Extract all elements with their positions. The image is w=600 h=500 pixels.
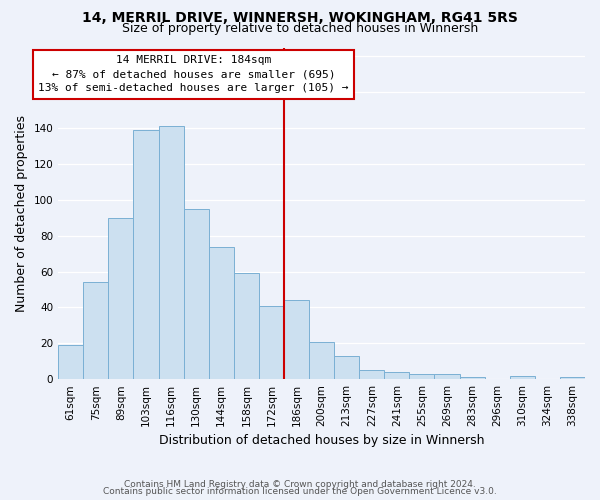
Text: Contains HM Land Registry data © Crown copyright and database right 2024.: Contains HM Land Registry data © Crown c… [124, 480, 476, 489]
Bar [133, 130, 158, 379]
Bar [409, 374, 434, 379]
Text: Contains public sector information licensed under the Open Government Licence v3: Contains public sector information licen… [103, 487, 497, 496]
Bar [385, 372, 409, 379]
Bar [109, 218, 133, 379]
Bar [184, 209, 209, 379]
Y-axis label: Number of detached properties: Number of detached properties [15, 115, 28, 312]
Text: 14 MERRIL DRIVE: 184sqm
← 87% of detached houses are smaller (695)
13% of semi-d: 14 MERRIL DRIVE: 184sqm ← 87% of detache… [38, 56, 349, 94]
Bar [359, 370, 385, 379]
Bar [460, 378, 485, 379]
Bar [234, 274, 259, 379]
Bar [158, 126, 184, 379]
Bar [560, 378, 585, 379]
Bar [334, 356, 359, 379]
Text: Size of property relative to detached houses in Winnersh: Size of property relative to detached ho… [122, 22, 478, 35]
Bar [309, 342, 334, 379]
Bar [83, 282, 109, 379]
Bar [58, 345, 83, 379]
Bar [209, 246, 234, 379]
X-axis label: Distribution of detached houses by size in Winnersh: Distribution of detached houses by size … [159, 434, 484, 448]
Text: 14, MERRIL DRIVE, WINNERSH, WOKINGHAM, RG41 5RS: 14, MERRIL DRIVE, WINNERSH, WOKINGHAM, R… [82, 11, 518, 25]
Bar [434, 374, 460, 379]
Bar [510, 376, 535, 379]
Bar [284, 300, 309, 379]
Bar [259, 306, 284, 379]
